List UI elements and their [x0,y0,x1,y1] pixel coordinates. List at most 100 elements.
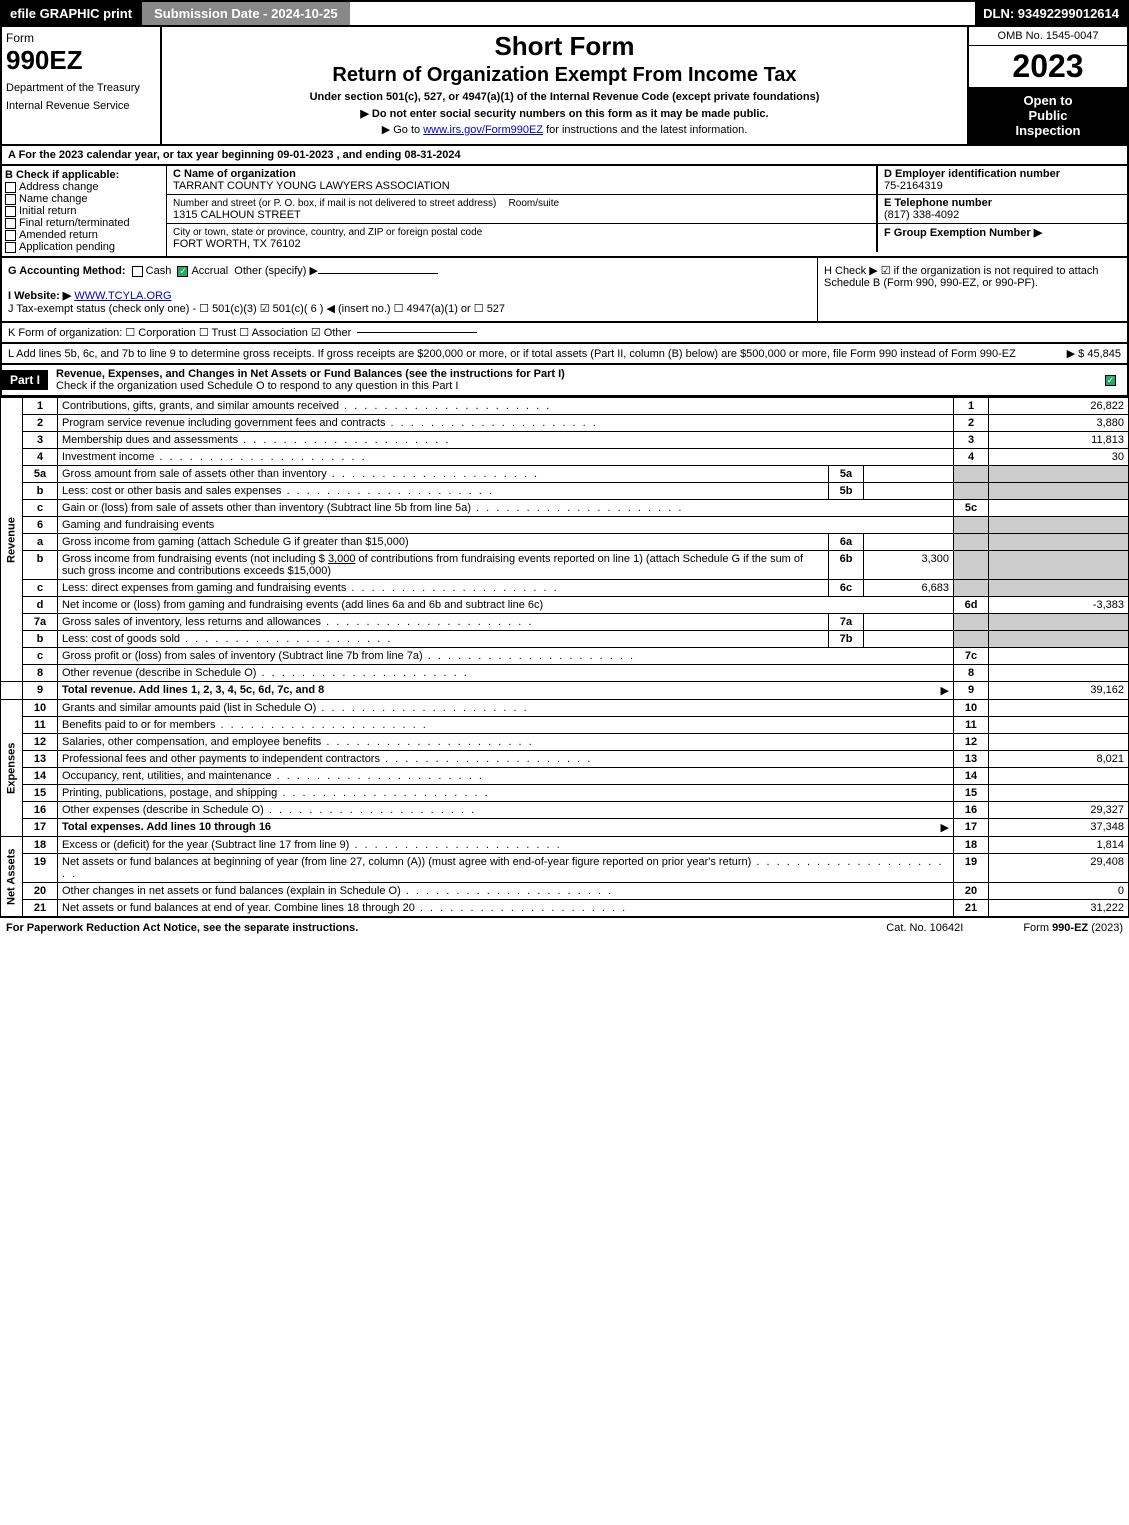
part1-title-text: Revenue, Expenses, and Changes in Net As… [56,368,565,380]
l11-no: 11 [23,717,58,734]
irs-link[interactable]: www.irs.gov/Form990EZ [423,124,543,136]
checkbox-cash[interactable] [132,266,143,277]
sidelabel-expenses: Expenses [1,700,23,837]
street: 1315 CALHOUN STREET [173,209,301,221]
k-other-line[interactable] [357,332,477,333]
l6b-desc1: Gross income from fundraising events (no… [62,553,328,565]
website-link[interactable]: WWW.TCYLA.ORG [74,290,171,302]
l4-desc: Investment income [58,449,954,466]
city-label: City or town, state or province, country… [173,227,482,238]
l6-gray2 [989,517,1129,534]
ein: 75-2164319 [884,180,943,192]
checkbox-application-pending[interactable] [5,242,16,253]
l6d-desc: Net income or (loss) from gaming and fun… [58,597,954,614]
l6c-gray2 [989,580,1129,597]
l19-no: 19 [23,854,58,883]
spacer-rev [1,682,23,700]
l7b-sv [864,631,954,648]
other-specify-line[interactable] [318,273,438,274]
l17-tv: 37,348 [989,819,1129,837]
l2-no: 2 [23,415,58,432]
l5b-no: b [23,483,58,500]
tax-year: 2023 [969,46,1127,87]
form-header: Form 990EZ Department of the Treasury In… [0,27,1129,146]
l13-desc: Professional fees and other payments to … [58,751,954,768]
l15-desc: Printing, publications, postage, and shi… [58,785,954,802]
l13-no: 13 [23,751,58,768]
l6b-desc: Gross income from fundraising events (no… [58,551,829,580]
l21-no: 21 [23,900,58,917]
l17-desc-text: Total expenses. Add lines 10 through 16 [62,821,271,833]
l7a-gray2 [989,614,1129,631]
l5a-sv [864,466,954,483]
h-text: H Check ▶ ☑ if the organization is not r… [824,265,1099,289]
l6-gray [954,517,989,534]
checkbox-final-return[interactable] [5,218,16,229]
instr-goto-pre: ▶ Go to [382,124,423,136]
l10-desc: Grants and similar amounts paid (list in… [58,700,954,717]
b-label: B Check if applicable: [5,169,119,181]
l-text: L Add lines 5b, 6c, and 7b to line 9 to … [8,348,1016,360]
l8-tv [989,665,1129,682]
checkbox-name-change[interactable] [5,194,16,205]
l6b-amt: 3,000 [328,553,356,565]
l12-tn: 12 [954,734,989,751]
checkbox-amended-return[interactable] [5,230,16,241]
page-footer: For Paperwork Reduction Act Notice, see … [0,917,1129,938]
l7b-no: b [23,631,58,648]
l12-tv [989,734,1129,751]
l6b-no: b [23,551,58,580]
l20-tn: 20 [954,883,989,900]
l17-tn: 17 [954,819,989,837]
header-center: Short Form Return of Organization Exempt… [162,27,967,144]
l2-tn: 2 [954,415,989,432]
d-label: D Employer identification number [884,168,1060,180]
form-number: 990EZ [6,45,156,76]
l19-desc: Net assets or fund balances at beginning… [58,854,954,883]
l5c-no: c [23,500,58,517]
col-cd: C Name of organization TARRANT COUNTY YO… [167,166,1127,256]
l5a-sn: 5a [829,466,864,483]
l3-no: 3 [23,432,58,449]
opt-address-change: Address change [19,181,99,193]
l7a-sn: 7a [829,614,864,631]
g-accounting: G Accounting Method: Cash Accrual Other … [2,258,817,321]
l16-desc: Other expenses (describe in Schedule O) [58,802,954,819]
checkbox-schedule-o[interactable] [1105,375,1116,386]
l10-no: 10 [23,700,58,717]
l17-desc: Total expenses. Add lines 10 through 16 … [58,819,954,837]
d-ein-cell: D Employer identification number 75-2164… [877,166,1127,194]
opt-cash: Cash [146,265,172,277]
open-line2: Public [975,108,1121,123]
row-a-tax-year: A For the 2023 calendar year, or tax yea… [0,146,1129,166]
l13-tv: 8,021 [989,751,1129,768]
l7a-no: 7a [23,614,58,631]
efile-print-label[interactable]: efile GRAPHIC print [2,2,140,25]
l14-no: 14 [23,768,58,785]
header-right: OMB No. 1545-0047 2023 Open to Public In… [967,27,1127,144]
subtitle: Under section 501(c), 527, or 4947(a)(1)… [166,91,963,103]
opt-amended-return: Amended return [19,229,98,241]
l5b-sv [864,483,954,500]
l15-no: 15 [23,785,58,802]
l5c-tv [989,500,1129,517]
l13-tn: 13 [954,751,989,768]
l3-tn: 3 [954,432,989,449]
checkbox-accrual[interactable] [177,266,188,277]
l15-tn: 15 [954,785,989,802]
checkbox-address-change[interactable] [5,182,16,193]
l6a-gray2 [989,534,1129,551]
opt-initial-return: Initial return [19,205,76,217]
l6-no: 6 [23,517,58,534]
footer-catno: Cat. No. 10642I [886,922,963,934]
l21-tv: 31,222 [989,900,1129,917]
l18-tv: 1,814 [989,837,1129,854]
part1-header-row: Part I Revenue, Expenses, and Changes in… [0,365,1129,397]
part1-checkbox-cell [1097,374,1127,386]
instr-no-ssn: ▶ Do not enter social security numbers o… [166,107,963,120]
l9-tn: 9 [954,682,989,700]
checkbox-initial-return[interactable] [5,206,16,217]
dept-irs: Internal Revenue Service [6,100,156,112]
l5a-gray [954,466,989,483]
l16-tv: 29,327 [989,802,1129,819]
